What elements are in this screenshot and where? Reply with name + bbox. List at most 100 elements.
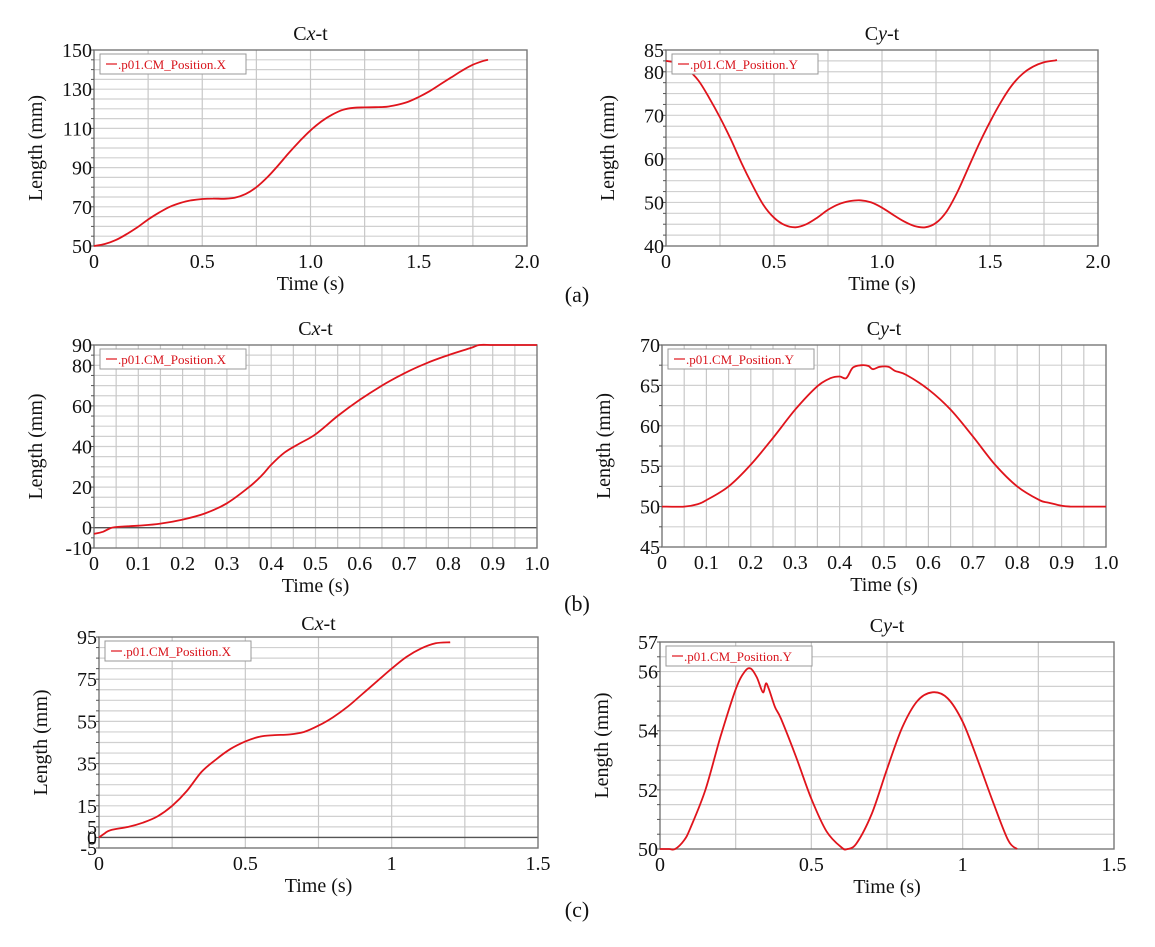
y-tick-label: 80 (644, 62, 664, 84)
chart-title-prefix: C (865, 23, 878, 45)
chart-title-suffix: -t (892, 615, 905, 637)
legend-label: .p01.CM_Position.Y (684, 649, 793, 664)
grid (99, 637, 538, 848)
y-tick-label: 60 (72, 396, 92, 418)
chart-title-prefix: C (301, 613, 314, 635)
x-tick-label: 0.9 (480, 553, 505, 575)
x-tick-label: 1.0 (1094, 552, 1119, 574)
x-tick-label: 0.3 (783, 552, 808, 574)
x-tick-label: 0.7 (392, 553, 417, 575)
y-tick-label: 40 (72, 437, 92, 459)
chart-title-variable: x (314, 613, 324, 635)
panel-label-a: (a) (565, 282, 589, 307)
y-axis-label: Length (mm) (591, 692, 613, 798)
y-tick-label: 45 (640, 537, 660, 559)
y-tick-label: 130 (62, 79, 92, 101)
legend-label: .p01.CM_Position.X (118, 57, 227, 72)
x-tick-label: 0.3 (214, 553, 239, 575)
legend: .p01.CM_Position.Y (671, 53, 819, 75)
chart-title-suffix: -t (316, 23, 329, 45)
x-tick-label: 0.1 (126, 553, 151, 575)
chart-title-suffix: -t (887, 23, 900, 45)
y-tick-label: 70 (644, 105, 664, 127)
y-axis-label: Length (mm) (30, 689, 52, 795)
y-tick-label: 85 (644, 40, 664, 62)
y-tick-label: 50 (638, 839, 658, 861)
y-tick-label: 55 (640, 456, 660, 478)
x-tick-label: 0 (657, 552, 667, 574)
legend-box (104, 640, 252, 662)
chart-title-prefix: C (298, 318, 311, 340)
x-axis-label: Time (s) (853, 876, 921, 898)
x-tick-label: 0.5 (799, 854, 824, 876)
y-tick-label: 15 (77, 796, 97, 818)
chart-a-cx: 50 70 90 110 130 150 0 0.5 1.0 1.5 2.0 Time (s) Leng… (25, 23, 540, 295)
y-tick-label: 70 (72, 197, 92, 219)
chart-title-prefix: C (293, 23, 306, 45)
grid (660, 642, 1114, 849)
y-tick-label: 110 (63, 118, 92, 140)
y-tick-label: 50 (644, 192, 664, 214)
y-tick-label: 35 (77, 754, 97, 776)
x-tick-label: 0.9 (1049, 552, 1074, 574)
y-tick-label: 70 (640, 335, 660, 357)
chart-title-variable: x (306, 23, 316, 45)
chart-title-variable: x (311, 318, 321, 340)
x-tick-label: 1 (387, 853, 397, 875)
x-tick-label: 2.0 (515, 251, 540, 273)
y-axis-label: Length (mm) (25, 95, 47, 201)
series-line (661, 364, 1106, 508)
chart-title-prefix: C (867, 318, 880, 340)
y-axis-label: Length (mm) (25, 393, 47, 499)
y-tick-label: 50 (640, 497, 660, 519)
x-tick-label: 1 (958, 854, 968, 876)
chart-title-suffix: -t (889, 318, 902, 340)
x-tick-label: 0 (94, 853, 104, 875)
x-tick-label: 1.5 (406, 251, 431, 273)
x-tick-label: 0.5 (190, 251, 215, 273)
legend-label: .p01.CM_Position.X (118, 352, 227, 367)
x-tick-label: 0.5 (233, 853, 258, 875)
legend-box (665, 645, 813, 667)
chart-b-cy: 45 50 55 60 65 70 0 0.1 0.2 0.3 0.4 0.5 0.6 0.7 0.8 0.9… (593, 318, 1119, 596)
y-tick-label: 90 (72, 158, 92, 180)
chart-title-suffix: -t (321, 318, 334, 340)
x-axis-label: Time (s) (848, 273, 916, 295)
y-tick-label: 5 (87, 817, 97, 839)
chart-title-suffix: -t (324, 613, 337, 635)
panel-label-b: (b) (564, 591, 590, 616)
chart-title: Cx-t (301, 613, 336, 635)
grid (662, 345, 1106, 547)
legend: .p01.CM_Position.X (104, 640, 252, 662)
chart-title-variable: y (876, 23, 887, 45)
chart-c-cy: 50 52 54 56 57 0 0.5 1 1.5 Time (s) Length (mm) Cy-… (591, 615, 1127, 898)
y-axis-label: Length (mm) (597, 95, 619, 201)
legend: .p01.CM_Position.Y (665, 645, 813, 667)
x-tick-label: 0.8 (1005, 552, 1030, 574)
x-tick-label: 0 (655, 854, 665, 876)
x-tick-label: 0.2 (738, 552, 763, 574)
x-tick-label: 1.0 (525, 553, 550, 575)
x-axis-label: Time (s) (850, 574, 918, 596)
x-tick-label: 1.5 (978, 251, 1003, 273)
y-tick-label: 54 (638, 721, 658, 743)
x-tick-label: 0.8 (436, 553, 461, 575)
legend: .p01.CM_Position.Y (667, 348, 815, 370)
y-tick-label: 50 (72, 236, 92, 258)
x-tick-label: 0.5 (762, 251, 787, 273)
x-axis-label: Time (s) (277, 273, 345, 295)
chart-title: Cy-t (870, 615, 905, 637)
grid (94, 50, 527, 246)
x-tick-label: 0.5 (872, 552, 897, 574)
chart-title: Cy-t (865, 23, 900, 45)
y-axis-label: Length (mm) (593, 393, 615, 499)
x-tick-label: 1.0 (298, 251, 323, 273)
legend-box (99, 348, 247, 370)
series-line (98, 641, 451, 839)
x-tick-label: 0.6 (347, 553, 372, 575)
x-tick-label: 0.5 (303, 553, 328, 575)
